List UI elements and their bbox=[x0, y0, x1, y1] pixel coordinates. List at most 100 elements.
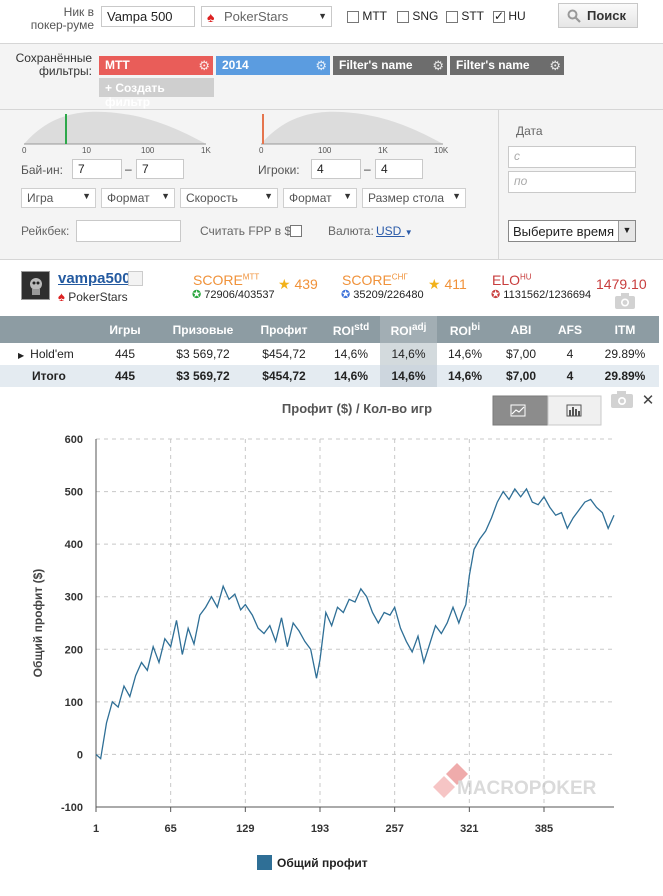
checkbox-mtt-box[interactable] bbox=[347, 10, 359, 23]
checkbox-hu[interactable]: HU bbox=[493, 9, 526, 23]
y-tick-label: 300 bbox=[65, 592, 83, 604]
select-speed[interactable]: Скорость ▼ bbox=[180, 188, 278, 208]
star-icon: ★ bbox=[428, 276, 441, 292]
rakeback-input[interactable] bbox=[76, 220, 181, 242]
select-format-value: Формат bbox=[107, 191, 150, 205]
buyin-histogram[interactable] bbox=[20, 110, 216, 156]
column-header-roi-std[interactable]: ROIstd bbox=[322, 316, 380, 343]
y-tick-label: 200 bbox=[65, 644, 83, 656]
table-cell: 14,6% bbox=[380, 343, 437, 365]
chevron-down-icon: ▼ bbox=[82, 191, 91, 201]
date-from-input[interactable]: с bbox=[508, 146, 636, 168]
camera-icon[interactable] bbox=[611, 391, 633, 408]
row-label-holdem[interactable]: ▶ Hold'em bbox=[0, 343, 90, 365]
buyin-from-value: 7 bbox=[78, 162, 85, 176]
rakeback-label: Рейкбек: bbox=[21, 224, 70, 238]
currency-select[interactable]: USD ▼ bbox=[376, 224, 413, 238]
room-select-value: PokerStars bbox=[224, 9, 289, 24]
saved-filters-label-line1: Сохранённые bbox=[15, 51, 92, 65]
buyin-to-input[interactable]: 7 bbox=[136, 159, 184, 179]
checkbox-stt-box[interactable] bbox=[446, 10, 458, 23]
close-icon[interactable]: ✕ bbox=[642, 392, 655, 409]
select-table-size-value: Размер стола bbox=[368, 191, 445, 205]
column-header-profit[interactable]: Профит bbox=[246, 316, 322, 343]
chevron-down-icon[interactable]: ▼ bbox=[618, 221, 635, 241]
line-chart-icon bbox=[510, 404, 526, 417]
search-button-label: Поиск bbox=[587, 8, 627, 23]
skull-avatar-icon bbox=[30, 278, 42, 295]
date-to-input[interactable]: по bbox=[508, 171, 636, 193]
filter-tag-custom-2[interactable]: Filter's name ⚙ bbox=[450, 56, 564, 75]
column-header-games[interactable]: Игры bbox=[90, 316, 160, 343]
column-header-roi-bi[interactable]: ROIbi bbox=[437, 316, 493, 343]
table-cell: $454,72 bbox=[246, 365, 322, 387]
chart-grid bbox=[95, 438, 614, 808]
select-format-2[interactable]: Формат ▼ bbox=[283, 188, 357, 208]
players-from-input[interactable]: 4 bbox=[311, 159, 361, 179]
select-game[interactable]: Игра ▼ bbox=[21, 188, 96, 208]
player-name-link[interactable]: vampa500 bbox=[58, 270, 131, 287]
gear-icon[interactable]: ⚙ bbox=[549, 58, 561, 73]
gear-icon[interactable]: ⚙ bbox=[315, 58, 327, 73]
line-chart-toggle[interactable] bbox=[492, 395, 549, 426]
buyin-from-input[interactable]: 7 bbox=[72, 159, 122, 179]
date-from-placeholder: с bbox=[514, 149, 520, 163]
chart-legend[interactable]: Общий профит bbox=[257, 855, 368, 870]
player-room-name: PokerStars bbox=[68, 290, 128, 304]
x-tick-label: 129 bbox=[236, 823, 254, 835]
checkbox-hu-label: HU bbox=[508, 9, 526, 23]
players-histogram[interactable] bbox=[257, 110, 453, 156]
table-cell: 29.89% bbox=[604, 347, 646, 361]
create-filter-button[interactable]: + Создать фильтр bbox=[99, 78, 214, 109]
checkbox-hu-box[interactable] bbox=[493, 9, 505, 23]
select-format[interactable]: Формат ▼ bbox=[101, 188, 175, 208]
bar-chart-toggle[interactable] bbox=[547, 395, 602, 426]
room-select[interactable]: ♠ PokerStars ▼ bbox=[201, 6, 332, 27]
nick-input-value: Vampa 500 bbox=[107, 9, 173, 24]
checkbox-sng[interactable]: SNG bbox=[397, 9, 438, 23]
column-header-afs[interactable]: AFS bbox=[549, 316, 591, 343]
score-sng-number: 411 bbox=[444, 276, 467, 292]
score-mtt-title: SCORE bbox=[193, 272, 243, 288]
checkbox-mtt[interactable]: MTT bbox=[347, 9, 387, 23]
chevron-down-icon: ▼ bbox=[452, 191, 461, 201]
column-header bbox=[0, 316, 90, 343]
y-tick-label: 100 bbox=[65, 697, 83, 709]
camera-icon[interactable] bbox=[614, 292, 636, 310]
filter-tag-mtt[interactable]: MTT ⚙ bbox=[99, 56, 213, 75]
column-header-prizes[interactable]: Призовые bbox=[160, 316, 246, 343]
table-row[interactable]: ▶ Hold'em 445 $3 569,72 $454,72 14,6% 14,… bbox=[0, 343, 659, 365]
y-tick-label: 400 bbox=[65, 539, 83, 551]
select-table-size[interactable]: Размер стола ▼ bbox=[362, 188, 466, 208]
table-cell: $7,00 bbox=[505, 347, 537, 361]
filter-tag-label: Filter's name bbox=[456, 58, 530, 72]
column-header-abi[interactable]: ABI bbox=[493, 316, 549, 343]
fpp-label: Считать FPP в $ bbox=[200, 224, 292, 238]
macropoker-watermark: MACROPOKER bbox=[433, 763, 597, 799]
roi-label: ROI bbox=[332, 323, 355, 338]
column-header-itm[interactable]: ITM bbox=[591, 316, 659, 343]
table-cell: 14,6% bbox=[447, 347, 483, 361]
column-header-roi-adj[interactable]: ROIadj bbox=[380, 316, 437, 343]
roi-label: ROI bbox=[449, 323, 472, 338]
table-cell: 4 bbox=[566, 347, 574, 361]
checkbox-sng-box[interactable] bbox=[397, 10, 409, 23]
filter-tag-custom-1[interactable]: Filter's name ⚙ bbox=[333, 56, 447, 75]
nick-input[interactable]: Vampa 500 bbox=[101, 6, 195, 27]
select-game-value: Игра bbox=[27, 191, 54, 205]
gear-icon[interactable]: ⚙ bbox=[432, 58, 444, 73]
time-select[interactable]: Выберите время ▼ bbox=[508, 220, 636, 242]
fpp-checkbox[interactable] bbox=[290, 224, 302, 237]
expand-triangle-icon[interactable]: ▶ bbox=[18, 351, 25, 360]
players-to-input[interactable]: 4 bbox=[375, 159, 423, 179]
gear-icon[interactable]: ⚙ bbox=[198, 58, 210, 73]
copy-icon[interactable] bbox=[128, 271, 143, 286]
filter-tag-2014[interactable]: 2014 ⚙ bbox=[216, 56, 330, 75]
player-summary: vampa500 ♠ PokerStars SCOREMTT ✪ 72906/4… bbox=[0, 262, 663, 314]
filter-tag-label: 2014 bbox=[222, 58, 249, 72]
chevron-down-icon: ▼ bbox=[404, 228, 413, 237]
elo-rank: ✪ 1131562/1236694 bbox=[491, 288, 591, 301]
checkbox-stt[interactable]: STT bbox=[446, 9, 484, 23]
checkbox-mtt-label: MTT bbox=[362, 9, 387, 23]
search-button[interactable]: Поиск bbox=[558, 3, 638, 28]
